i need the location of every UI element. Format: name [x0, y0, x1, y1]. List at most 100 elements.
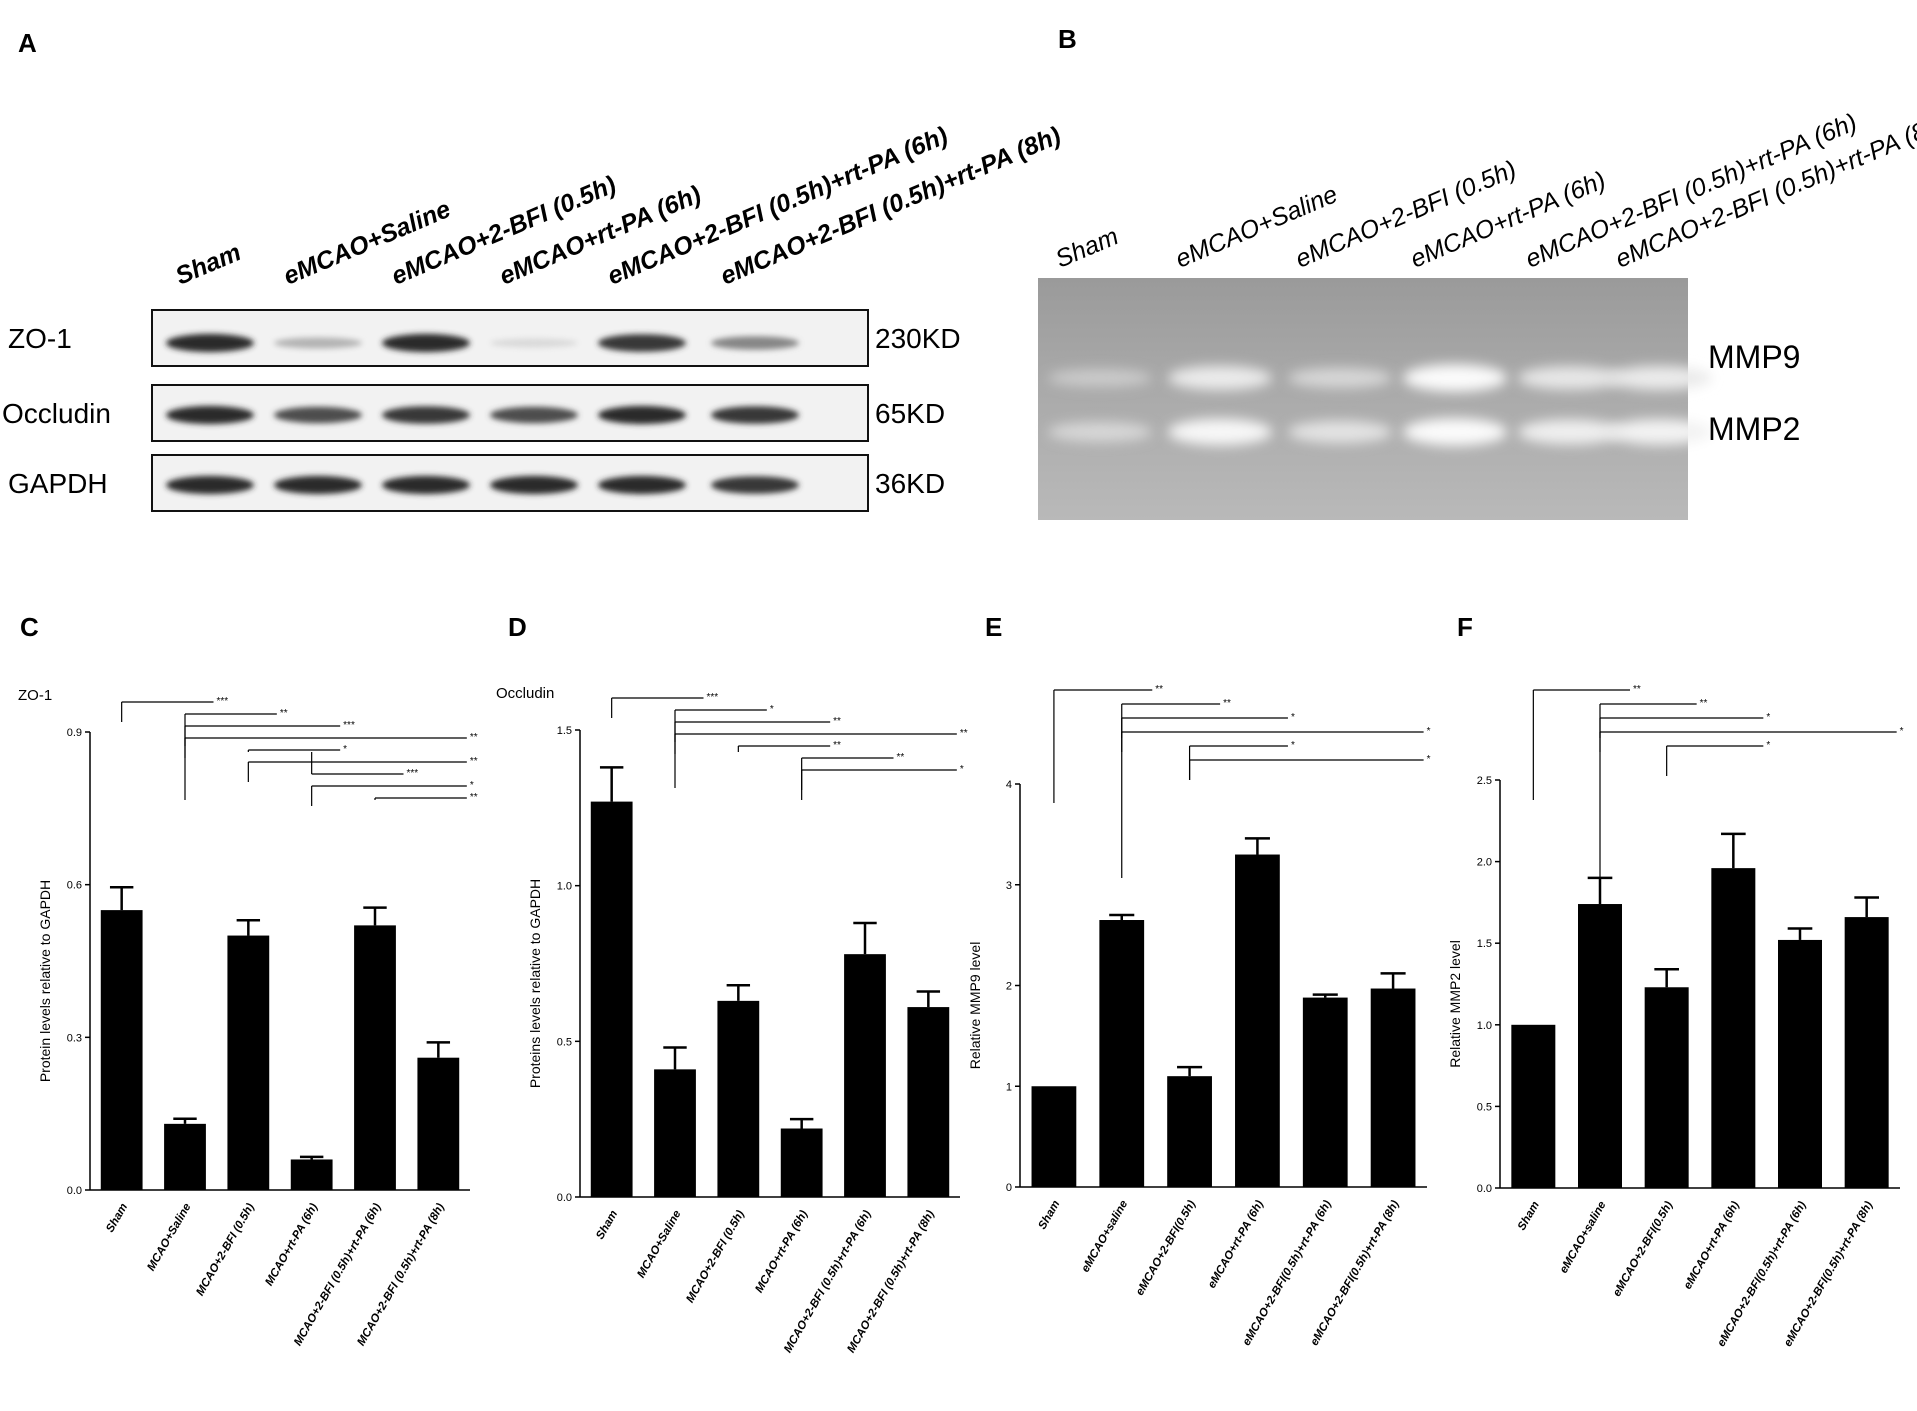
significance-label: *** [707, 692, 719, 703]
x-tick-label: Sham [1036, 1199, 1062, 1232]
wb-band [711, 406, 799, 424]
panel-letter-d: D [508, 612, 527, 642]
y-axis-label: Protein levels relative to GAPDH [37, 880, 53, 1082]
significance-label: ** [1223, 698, 1231, 709]
chart-title: Occludin [496, 685, 554, 702]
bar [1031, 1086, 1077, 1187]
significance-label: ** [470, 756, 478, 767]
significance-label: *** [343, 720, 355, 731]
y-tick-label: 0.0 [67, 1185, 82, 1197]
bar [100, 910, 143, 1190]
bar [227, 935, 270, 1190]
wb-band [166, 405, 254, 425]
chart-f-mmp2: 0.0 0.5 1.0 1.5 2.0 2.5 Relative MMP2 level Sha… [1447, 684, 1904, 1349]
bar [1711, 868, 1756, 1188]
bar [590, 801, 633, 1197]
significance-label: * [960, 764, 964, 775]
bar [417, 1057, 460, 1190]
wb-band [382, 475, 470, 495]
y-tick-label: 3 [1006, 880, 1012, 892]
panel-letter-f: F [1457, 612, 1473, 642]
x-tick-label: eMCAO+saline [1558, 1199, 1609, 1276]
significance-label: ** [1155, 684, 1163, 695]
x-tick-label: Sham [594, 1209, 620, 1242]
significance-label: ** [897, 752, 905, 763]
y-tick-label: 4 [1006, 779, 1012, 791]
zy-band [1518, 419, 1622, 445]
wb-band [166, 333, 254, 353]
y-tick-label: 1.0 [1477, 1020, 1492, 1032]
y-axis-label: Relative MMP9 level [967, 942, 983, 1070]
panel-letter-b: B [1058, 24, 1077, 54]
bar [354, 925, 396, 1190]
x-tick-label: eMCAO+2-BFI(0.5h) [1134, 1198, 1198, 1297]
wb-band [166, 475, 254, 495]
significance-label: * [343, 744, 347, 755]
zy-band [1288, 368, 1392, 388]
zy-band [1608, 419, 1712, 445]
bar [1644, 987, 1689, 1188]
zy-lane-label: eMCAO+2-BFI (0.5h)+rt-PA (6h) [1521, 108, 1861, 273]
significance-label: * [770, 704, 774, 715]
significance-label: ** [470, 792, 478, 803]
significance-label: ** [833, 740, 841, 751]
chart-title: ZO-1 [18, 687, 52, 704]
y-tick-label: 1.5 [1477, 938, 1492, 950]
zy-band-label: MMP2 [1708, 411, 1800, 447]
significance-label: * [470, 780, 474, 791]
x-tick-label: MCAO+Saline [635, 1208, 684, 1280]
wb-band [490, 338, 578, 348]
zymography-gel [1038, 278, 1712, 520]
bar [1235, 854, 1280, 1187]
bar [290, 1159, 333, 1190]
y-axis-label: Proteins levels relative to GAPDH [527, 879, 543, 1088]
wb-band [274, 406, 362, 424]
zy-lane-label: eMCAO+rt-PA (6h) [1406, 166, 1609, 273]
bar [1578, 904, 1622, 1188]
x-tick-label: MCAO+rt-PA (6h) [753, 1208, 810, 1295]
significance-label: * [1291, 740, 1295, 751]
significance-label: ** [470, 732, 478, 743]
y-tick-label: 0.5 [1477, 1101, 1492, 1113]
x-tick-label: MCAO+2-BFI (0.5h) [684, 1208, 747, 1305]
y-tick-label: 1.0 [557, 881, 572, 893]
significance-label: ** [280, 708, 288, 719]
significance-label: * [1766, 712, 1770, 723]
wb-lane-label: eMCAO+Saline [279, 195, 454, 291]
wb-band [490, 406, 578, 424]
y-axis-label: Relative MMP2 level [1447, 940, 1463, 1068]
bar [1511, 1024, 1556, 1188]
western-blot-rows: ZO-1 230KD Occludin 65KD GAPDH 36KD [2, 309, 961, 512]
zy-lane-label: Sham [1051, 222, 1122, 273]
bar [1167, 1076, 1212, 1187]
wb-lane-label: eMCAO+rt-PA (6h) [495, 180, 705, 290]
significance-label: * [1766, 740, 1770, 751]
y-tick-label: 2.0 [1477, 857, 1492, 869]
wb-lane-label: eMCAO+2-BFI (0.5h)+rt-PA (8h) [716, 121, 1064, 290]
x-tick-label: eMCAO+rt-PA (6h) [1206, 1198, 1266, 1290]
bar [1778, 939, 1822, 1188]
x-tick-label: eMCAO+2-BFI(0.5h) [1611, 1199, 1675, 1298]
chart-d-occludin: 0.0 0.5 1.0 1.5 Proteins levels relative to … [496, 685, 968, 1355]
bar [717, 1000, 760, 1197]
x-tick-label: Sham [104, 1202, 130, 1235]
bar [780, 1128, 823, 1197]
wb-band [274, 475, 362, 495]
wb-band [490, 475, 578, 495]
zy-gel-background [1038, 278, 1688, 520]
significance-label: ** [1700, 698, 1708, 709]
wb-band [598, 475, 686, 495]
x-tick-label: MCAO+2-BFI (0.5h) [194, 1201, 257, 1298]
x-tick-label: Sham [1516, 1200, 1542, 1233]
zymography-band-labels: MMP9 MMP2 [1708, 339, 1800, 447]
zy-band [1168, 418, 1272, 446]
wb-row-frame [151, 384, 869, 442]
bar [844, 954, 886, 1197]
wb-row-frame [151, 309, 869, 367]
significance-label: *** [407, 768, 419, 779]
y-tick-label: 1.5 [557, 725, 572, 737]
wb-band [598, 405, 686, 425]
significance-label: * [1427, 726, 1431, 737]
